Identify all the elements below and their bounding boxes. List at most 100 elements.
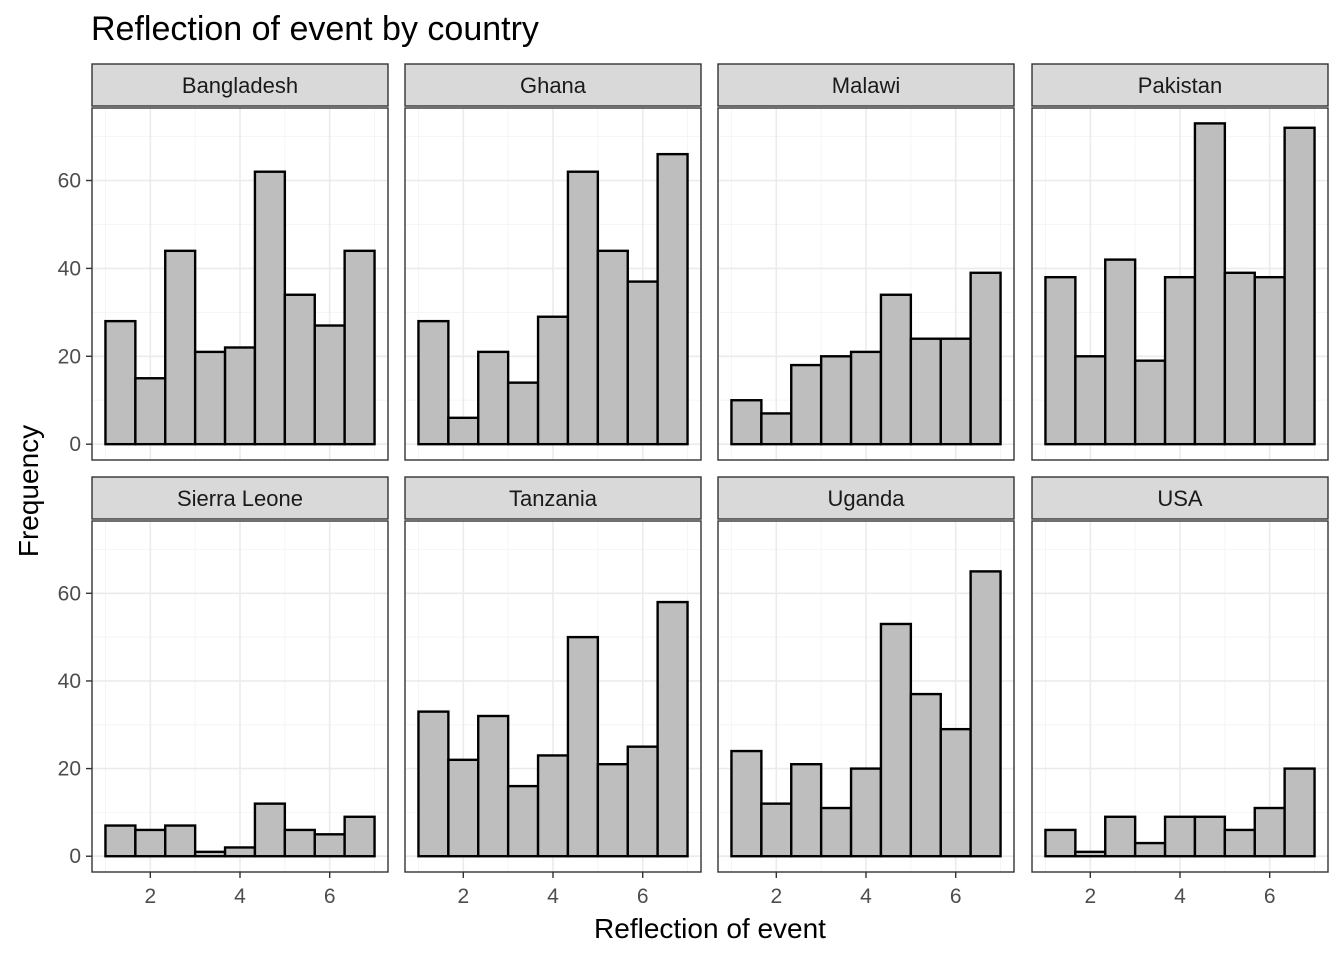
- histogram-bar: [283, 293, 316, 446]
- histogram-bar: [447, 758, 480, 858]
- histogram-bar: [819, 355, 853, 446]
- facet-panel: Malawi: [717, 63, 1015, 461]
- x-tick-label: 6: [637, 885, 649, 908]
- histogram-bar: [1283, 126, 1316, 446]
- x-tick-label: 2: [457, 885, 469, 908]
- panel-border: [717, 107, 1015, 461]
- x-tick-label: 2: [770, 885, 782, 908]
- histogram-bar: [164, 249, 197, 446]
- panel-border: [1031, 107, 1329, 461]
- chart-title: Reflection of event by country: [91, 10, 539, 48]
- facet-strip-label: Ghana: [520, 73, 587, 98]
- facet-strip-label: Pakistan: [1138, 73, 1222, 98]
- histogram-bar: [626, 745, 659, 858]
- histogram-bar: [104, 824, 137, 858]
- histogram-bar: [909, 337, 942, 446]
- histogram-bar: [1104, 815, 1137, 858]
- facet-strip: [91, 63, 389, 107]
- panel-border: [91, 107, 389, 461]
- facet-strip-label: Tanzania: [509, 486, 598, 511]
- histogram-bar: [223, 346, 257, 446]
- histogram-bar: [283, 828, 316, 858]
- histogram-bar: [1253, 806, 1286, 858]
- facet-strip-label: Bangladesh: [182, 73, 298, 98]
- facet-strip-label: Uganda: [827, 486, 905, 511]
- histogram-bar: [417, 710, 450, 858]
- facet-strip: [717, 476, 1015, 520]
- histogram-bar: [909, 692, 942, 858]
- facet-strip: [91, 476, 389, 520]
- y-tick-label: 20: [58, 345, 81, 368]
- histogram-bar: [790, 363, 823, 446]
- histogram-bar: [849, 350, 883, 446]
- histogram-bar: [447, 416, 480, 446]
- histogram-bar: [1133, 359, 1167, 446]
- histogram-bar: [879, 293, 913, 446]
- x-tick-label: 6: [950, 885, 962, 908]
- histogram-bar: [253, 170, 287, 446]
- histogram-bar: [1104, 258, 1137, 446]
- facet-panel: Ghana: [404, 63, 702, 461]
- histogram-bar: [790, 763, 823, 858]
- histogram-bar: [566, 170, 600, 446]
- histogram-bar: [760, 802, 793, 858]
- histogram-bar: [134, 377, 167, 446]
- y-tick-label: 60: [58, 582, 81, 605]
- histogram-bar: [879, 622, 913, 858]
- x-tick-label: 6: [1264, 885, 1276, 908]
- histogram-bar: [417, 319, 450, 446]
- histogram-bar: [1074, 850, 1107, 858]
- histogram-bar: [253, 802, 287, 858]
- histogram-bar: [566, 635, 600, 858]
- facet-panel: Pakistan: [1031, 63, 1329, 461]
- facet-panel: Sierra Leone 0 20 40 60 2 4 6: [58, 476, 389, 908]
- histogram-bar: [1193, 815, 1227, 858]
- histogram-bar: [596, 249, 629, 446]
- y-tick-label: 40: [58, 670, 81, 693]
- histogram-bar: [969, 570, 1002, 858]
- y-tick-label: 60: [58, 170, 81, 193]
- x-tick-label: 4: [1174, 885, 1186, 908]
- histogram-bar: [104, 319, 137, 446]
- panel-border: [404, 107, 702, 461]
- histogram-bar: [1223, 828, 1256, 858]
- histogram-bar: [193, 350, 227, 446]
- histogram-bar: [134, 828, 167, 858]
- histogram-bar: [1074, 355, 1107, 446]
- histogram-bar: [1163, 275, 1197, 446]
- histogram-bar: [506, 381, 540, 446]
- facet-panel: USA 2 4 6: [1031, 476, 1329, 908]
- histogram-bar: [1283, 767, 1316, 858]
- histogram-bar: [1133, 841, 1167, 858]
- x-tick-label: 4: [234, 885, 246, 908]
- histogram-bar: [223, 846, 257, 858]
- histogram-bar: [596, 763, 629, 858]
- histogram-bar: [1044, 828, 1077, 858]
- histogram-bar: [1044, 275, 1077, 446]
- histogram-bar: [849, 767, 883, 858]
- x-tick-label: 2: [144, 885, 156, 908]
- y-axis-title: Frequency: [13, 425, 44, 557]
- histogram-bar: [626, 280, 659, 446]
- histogram-bar: [193, 850, 227, 858]
- histogram-bar: [656, 152, 689, 446]
- histogram-bar: [536, 754, 570, 858]
- x-tick-label: 4: [860, 885, 872, 908]
- facet-strip-label: Malawi: [832, 73, 900, 98]
- y-tick-label: 40: [58, 257, 81, 280]
- histogram-bar: [313, 833, 346, 858]
- facet-panel: Bangladesh 0 20 40 60: [58, 63, 389, 461]
- histogram-bar: [477, 714, 510, 858]
- histogram-bar: [1223, 271, 1256, 446]
- histogram-bar: [477, 350, 510, 446]
- histogram-bar: [656, 600, 689, 858]
- facet-strip-label: Sierra Leone: [177, 486, 303, 511]
- histogram-bar: [730, 399, 763, 446]
- x-axis-title: Reflection of event: [594, 913, 826, 944]
- histogram-bar: [1163, 815, 1197, 858]
- x-tick-label: 4: [547, 885, 559, 908]
- histogram-bar: [343, 249, 376, 446]
- histogram-bar: [760, 412, 793, 446]
